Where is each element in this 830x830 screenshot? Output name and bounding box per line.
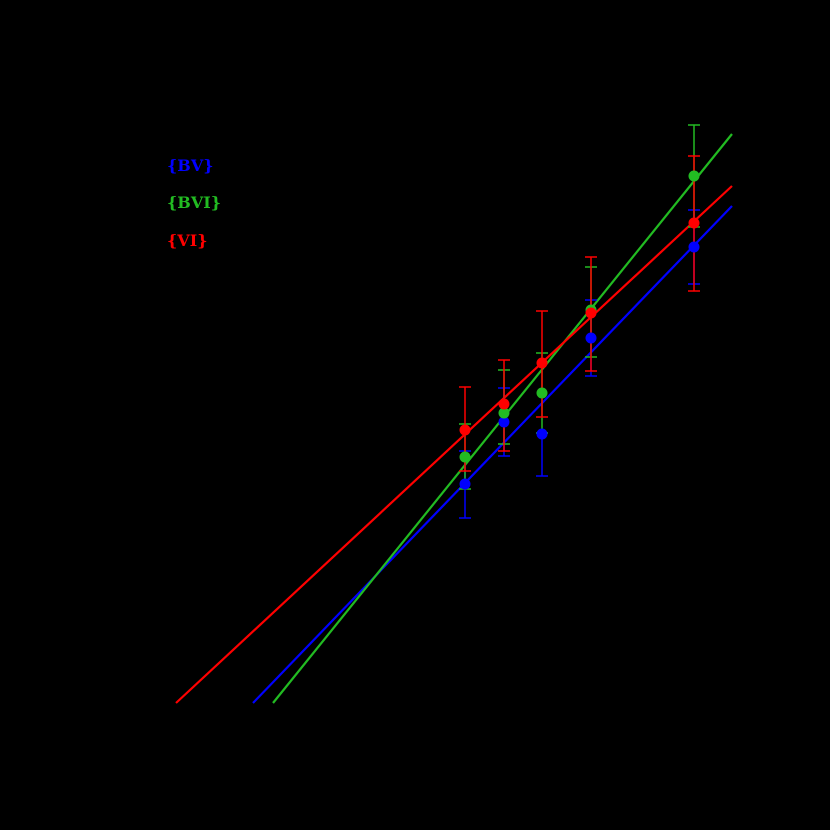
fit-line [252, 205, 733, 704]
data-point [536, 428, 548, 440]
data-point [688, 241, 700, 253]
legend-item-bv: {BV} [167, 156, 214, 175]
data-point [536, 357, 548, 369]
data-point [459, 424, 471, 436]
legend-item-bvi: {BVI} [167, 193, 221, 212]
data-point [536, 387, 548, 399]
data-point [459, 451, 471, 463]
data-point [498, 407, 510, 419]
fit-line [175, 185, 733, 704]
data-point [498, 416, 510, 428]
legend-item-vi: {VI} [167, 231, 208, 250]
data-point [688, 170, 700, 182]
data-point [459, 478, 471, 490]
data-points [459, 170, 700, 490]
data-point [688, 217, 700, 229]
data-point [585, 307, 597, 319]
data-point [585, 332, 597, 344]
data-point [498, 398, 510, 410]
